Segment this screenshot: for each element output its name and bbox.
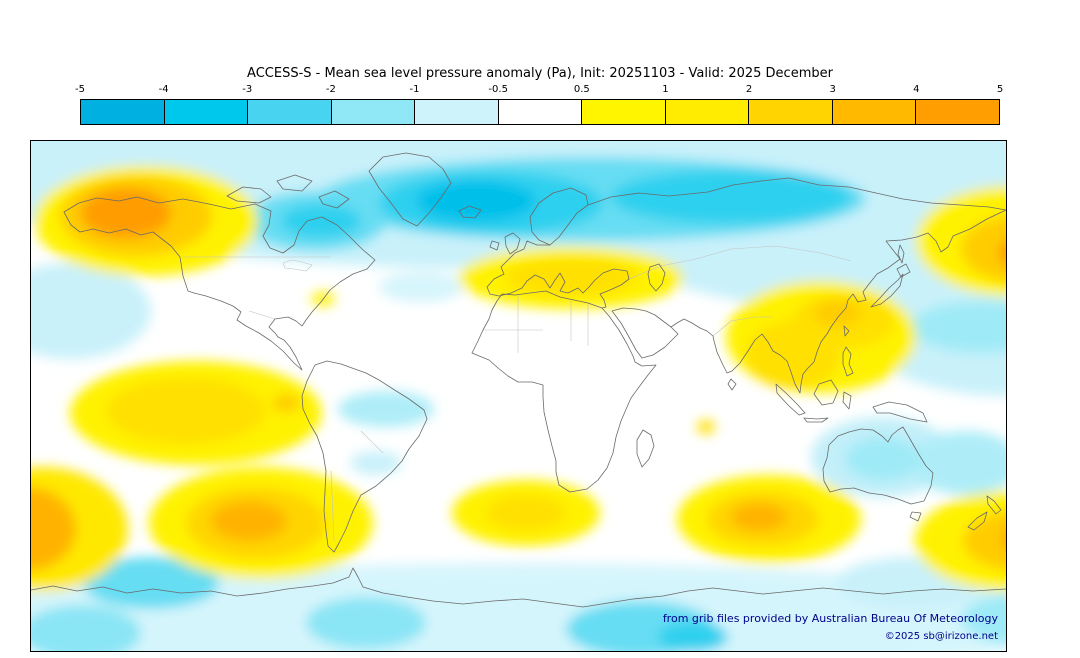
world-map	[31, 141, 1006, 651]
chart-title: ACCESS-S - Mean sea level pressure anoma…	[247, 66, 833, 81]
anomaly-blob	[961, 216, 1006, 282]
anomaly-blob	[350, 451, 402, 475]
anomaly-blob	[31, 487, 76, 571]
colorbar-segment	[415, 100, 499, 124]
coast-greenland	[368, 152, 452, 227]
coast-caspian	[647, 263, 666, 292]
anomaly-blob	[281, 204, 361, 238]
colorbar-segment	[749, 100, 833, 124]
coast-sakhalin	[897, 244, 905, 264]
anomaly-blob	[272, 394, 300, 412]
anomaly-blob	[845, 437, 921, 481]
anomaly-blob	[911, 431, 1006, 495]
anomaly-blob	[731, 503, 787, 531]
coast-arabia	[611, 307, 679, 359]
colorbar-segment	[331, 100, 416, 124]
coast-sri-lanka	[727, 378, 737, 391]
coast-new-zealand	[967, 495, 1002, 531]
anomaly-blob	[505, 258, 637, 296]
coast-japan	[870, 263, 911, 308]
anomaly-blob	[911, 301, 1006, 353]
colorbar-tick-label: 3	[829, 84, 836, 95]
anomaly-blob	[813, 300, 861, 326]
coast-arctic-islands	[226, 174, 350, 209]
colorbar-tick-label: -4	[158, 84, 169, 95]
colorbar-segment	[164, 100, 249, 124]
coast-south-america	[301, 360, 428, 553]
colorbar-segment	[665, 100, 750, 124]
attribution-source: from grib files provided by Australian B…	[662, 612, 998, 625]
coast-taiwan	[843, 325, 850, 337]
anomaly-blob	[999, 241, 1006, 265]
anomaly-blob	[379, 272, 463, 302]
anomaly-field-layer	[31, 141, 1006, 651]
coast-britain	[489, 232, 521, 255]
coast-north-america	[63, 196, 376, 371]
colorbar-segment	[498, 100, 583, 124]
colorbar-segment	[81, 100, 165, 124]
colorbar-segment	[248, 100, 332, 124]
attribution-copyright: ©2025 sb@irizone.net	[884, 631, 998, 642]
anomaly-blob	[31, 263, 151, 359]
colorbar	[80, 99, 1000, 125]
colorbar-tick-label: 0.5	[573, 84, 590, 95]
colorbar-tick-labels: -5 -4 -3 -2 -1 -0.5 0.5 1 2 3 4 5	[75, 84, 1004, 97]
coast-philippines	[842, 346, 854, 377]
coast-antarctica	[31, 567, 1006, 608]
coastlines	[31, 152, 1006, 608]
colorbar-tick-label: -5	[75, 84, 85, 95]
colorbar-tick-label: 1	[662, 84, 669, 95]
coast-iceland	[458, 205, 482, 219]
anomaly-blob	[31, 605, 141, 651]
anomaly-blob	[31, 563, 1006, 651]
anomaly-blob	[963, 512, 1006, 570]
colorbar-segment	[832, 100, 917, 124]
coast-australia	[822, 426, 934, 522]
anomaly-blob	[306, 597, 426, 649]
anomaly-blob	[961, 593, 1006, 645]
anomaly-blob	[611, 170, 851, 224]
coast-europe	[486, 240, 630, 309]
map-frame: from grib files provided by Australian B…	[30, 140, 1007, 652]
anomaly-blob	[338, 391, 434, 427]
anomaly-blob	[486, 495, 566, 531]
colorbar-tick-label: -2	[325, 84, 336, 95]
anomaly-blob	[915, 491, 1006, 591]
country-borders	[183, 245, 852, 542]
colorbar-tick-label: -3	[242, 84, 253, 95]
colorbar-tick-label: 5	[996, 84, 1004, 95]
colorbar-tick-label: -1	[409, 84, 420, 95]
anomaly-blob	[211, 501, 287, 541]
colorbar-tick-label: 2	[745, 84, 753, 95]
anomaly-blob	[106, 378, 266, 444]
anomaly-blob	[1003, 532, 1006, 546]
colorbar-tick-label: 4	[913, 84, 920, 95]
colorbar-segment	[582, 100, 666, 124]
anomaly-blob	[416, 180, 536, 222]
anomaly-blob	[658, 622, 728, 651]
colorbar-segment	[916, 100, 1000, 124]
colorbar-tick-label: -0.5	[488, 84, 508, 95]
coast-asia-arctic	[587, 177, 1006, 211]
anomaly-blob	[81, 188, 171, 238]
coast-madagascar	[636, 429, 655, 468]
anomaly-blob	[83, 557, 219, 609]
coast-africa	[471, 290, 657, 493]
coast-asia-pacific	[670, 209, 1006, 394]
coast-indonesia	[775, 379, 928, 423]
anomaly-blob	[697, 420, 715, 434]
